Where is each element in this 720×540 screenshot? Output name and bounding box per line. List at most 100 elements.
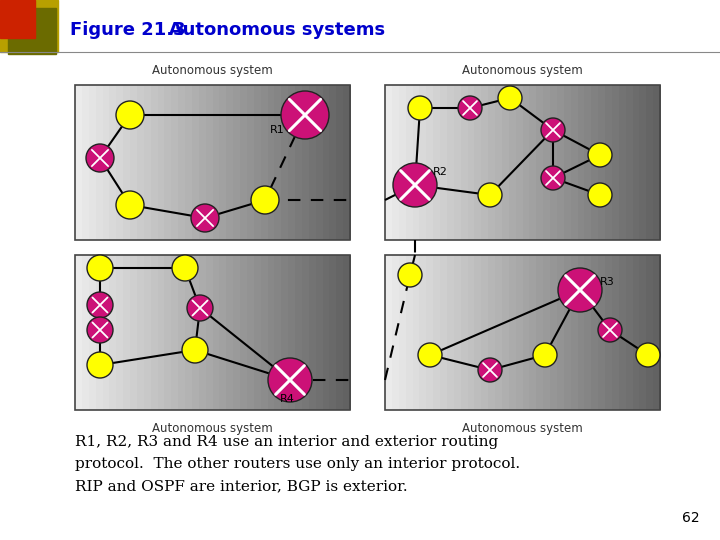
- Bar: [536, 255, 544, 410]
- Bar: [516, 85, 523, 240]
- Bar: [274, 255, 282, 410]
- Text: Autonomous systems: Autonomous systems: [150, 21, 385, 39]
- Bar: [309, 85, 317, 240]
- Bar: [82, 85, 90, 240]
- Text: R1, R2, R3 and R4 use an interior and exterior routing: R1, R2, R3 and R4 use an interior and ex…: [75, 435, 498, 449]
- Bar: [502, 85, 510, 240]
- Bar: [116, 85, 124, 240]
- Bar: [288, 255, 296, 410]
- Bar: [212, 85, 220, 240]
- Bar: [123, 255, 131, 410]
- Bar: [509, 255, 517, 410]
- Bar: [385, 85, 660, 240]
- Bar: [612, 255, 620, 410]
- Circle shape: [636, 343, 660, 367]
- Bar: [96, 255, 104, 410]
- Bar: [392, 85, 400, 240]
- Bar: [605, 85, 613, 240]
- Circle shape: [541, 166, 565, 190]
- Bar: [268, 255, 275, 410]
- Bar: [233, 255, 241, 410]
- Circle shape: [588, 183, 612, 207]
- Bar: [413, 85, 420, 240]
- Bar: [577, 255, 585, 410]
- Bar: [274, 85, 282, 240]
- Bar: [516, 255, 523, 410]
- Circle shape: [87, 317, 113, 343]
- Bar: [102, 85, 110, 240]
- Bar: [164, 255, 172, 410]
- Circle shape: [86, 144, 114, 172]
- Bar: [632, 255, 640, 410]
- Circle shape: [251, 186, 279, 214]
- Bar: [323, 255, 330, 410]
- Bar: [315, 255, 323, 410]
- Bar: [164, 85, 172, 240]
- Bar: [481, 85, 489, 240]
- Bar: [419, 85, 427, 240]
- Bar: [495, 255, 503, 410]
- Bar: [8, 8, 56, 54]
- Bar: [199, 85, 207, 240]
- Circle shape: [268, 358, 312, 402]
- Bar: [618, 85, 626, 240]
- Bar: [550, 85, 558, 240]
- Bar: [247, 85, 255, 240]
- Bar: [261, 255, 269, 410]
- Text: R2: R2: [433, 167, 448, 177]
- Bar: [75, 85, 350, 240]
- Bar: [206, 85, 214, 240]
- Circle shape: [87, 292, 113, 318]
- Circle shape: [116, 191, 144, 219]
- Bar: [192, 85, 199, 240]
- Bar: [212, 255, 220, 410]
- Bar: [89, 85, 96, 240]
- Bar: [343, 255, 351, 410]
- Bar: [454, 85, 462, 240]
- Bar: [509, 85, 517, 240]
- Circle shape: [533, 343, 557, 367]
- Bar: [116, 255, 124, 410]
- Bar: [123, 85, 131, 240]
- Bar: [571, 255, 578, 410]
- Bar: [240, 85, 248, 240]
- Bar: [130, 85, 138, 240]
- Bar: [653, 85, 661, 240]
- Text: R1: R1: [270, 125, 284, 135]
- Circle shape: [478, 183, 502, 207]
- Bar: [461, 85, 469, 240]
- Bar: [75, 255, 350, 410]
- Bar: [550, 255, 558, 410]
- Bar: [102, 255, 110, 410]
- Bar: [564, 85, 572, 240]
- Bar: [543, 255, 551, 410]
- Bar: [171, 255, 179, 410]
- Bar: [282, 255, 289, 410]
- Bar: [467, 85, 475, 240]
- Bar: [523, 85, 531, 240]
- Bar: [336, 85, 344, 240]
- Circle shape: [191, 204, 219, 232]
- Bar: [288, 85, 296, 240]
- Bar: [226, 85, 234, 240]
- Circle shape: [398, 263, 422, 287]
- Bar: [454, 255, 462, 410]
- Bar: [447, 255, 455, 410]
- Bar: [315, 85, 323, 240]
- Bar: [343, 85, 351, 240]
- Bar: [467, 255, 475, 410]
- Bar: [433, 255, 441, 410]
- Circle shape: [116, 101, 144, 129]
- Bar: [488, 255, 496, 410]
- Bar: [268, 85, 275, 240]
- Bar: [220, 85, 228, 240]
- Bar: [647, 85, 654, 240]
- Bar: [626, 85, 634, 240]
- Bar: [158, 85, 166, 240]
- Bar: [295, 85, 303, 240]
- Bar: [220, 255, 228, 410]
- Bar: [502, 255, 510, 410]
- Bar: [302, 255, 310, 410]
- Bar: [75, 85, 83, 240]
- Bar: [336, 255, 344, 410]
